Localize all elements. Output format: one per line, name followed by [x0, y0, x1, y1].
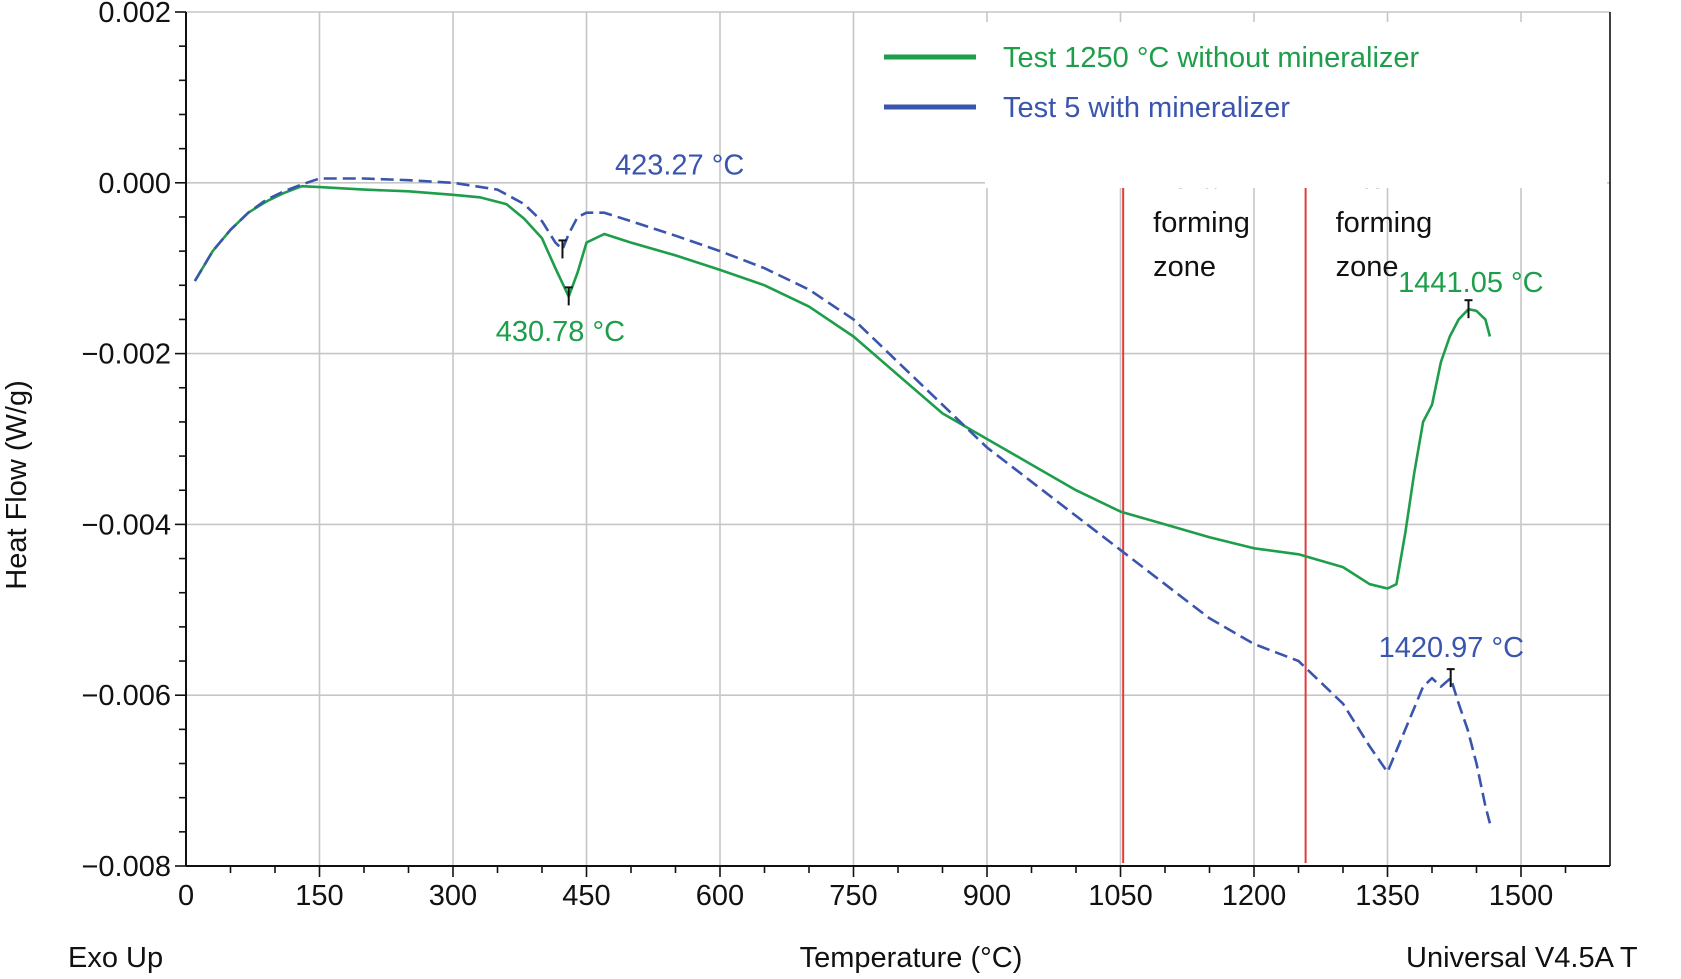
zone-markers: BelitaformingzoneAlteformingzone	[1122, 163, 1433, 863]
zone-label: forming	[1153, 207, 1250, 239]
y-tick-label: −0.006	[81, 680, 171, 712]
peak-label: 1420.97 °C	[1379, 632, 1524, 664]
zone-label: zone	[1336, 251, 1399, 283]
x-tick-label: 1350	[1355, 880, 1420, 912]
y-tick-label: −0.004	[81, 509, 171, 541]
legend-entry: Test 5 with mineralizer	[1003, 92, 1290, 124]
x-tick-label: 1500	[1489, 880, 1554, 912]
y-tick-label: 0.000	[98, 168, 171, 200]
exo-up-note: Exo Up	[68, 942, 163, 974]
x-tick-label: 0	[178, 880, 194, 912]
legend-entry: Test 1250 °C without mineralizer	[1003, 42, 1420, 74]
y-tick-label: 0.002	[98, 0, 171, 29]
legend-box	[985, 22, 1607, 188]
x-tick-label: 1050	[1088, 880, 1153, 912]
series-line	[193, 177, 1492, 824]
x-tick-label: 150	[295, 880, 343, 912]
peak-label: 430.78 °C	[496, 316, 625, 348]
peak-label: 423.27 °C	[615, 149, 744, 181]
x-tick-label: 600	[696, 880, 744, 912]
series-lines	[193, 177, 1492, 824]
x-tick-label: 1200	[1222, 880, 1287, 912]
legend: Test 1250 °C without mineralizer Test 5 w…	[884, 22, 1607, 188]
x-axis-title: Temperature (°C)	[800, 942, 1023, 974]
axes: 0 150 300 450 600 750 900 1050 1200 1350 1500 0.002…	[81, 0, 1611, 912]
x-tick-label: 750	[829, 880, 877, 912]
zone-label: forming	[1336, 207, 1433, 239]
software-version-note: Universal V4.5A T	[1406, 942, 1638, 974]
x-tick-label: 900	[963, 880, 1011, 912]
x-tick-label: 300	[429, 880, 477, 912]
series-line	[193, 184, 1492, 590]
y-tick-label: −0.002	[81, 339, 171, 371]
zone-label: zone	[1153, 251, 1216, 283]
x-tick-label: 450	[562, 880, 610, 912]
peak-label: 1441.05 °C	[1398, 267, 1543, 299]
y-axis-title: Heat Flow (W/g)	[1, 380, 33, 589]
y-tick-label: −0.008	[81, 851, 171, 883]
peak-annotations: 423.27 °C 430.78 °C 1441.05 °C 1420.97 °C	[496, 149, 1544, 688]
